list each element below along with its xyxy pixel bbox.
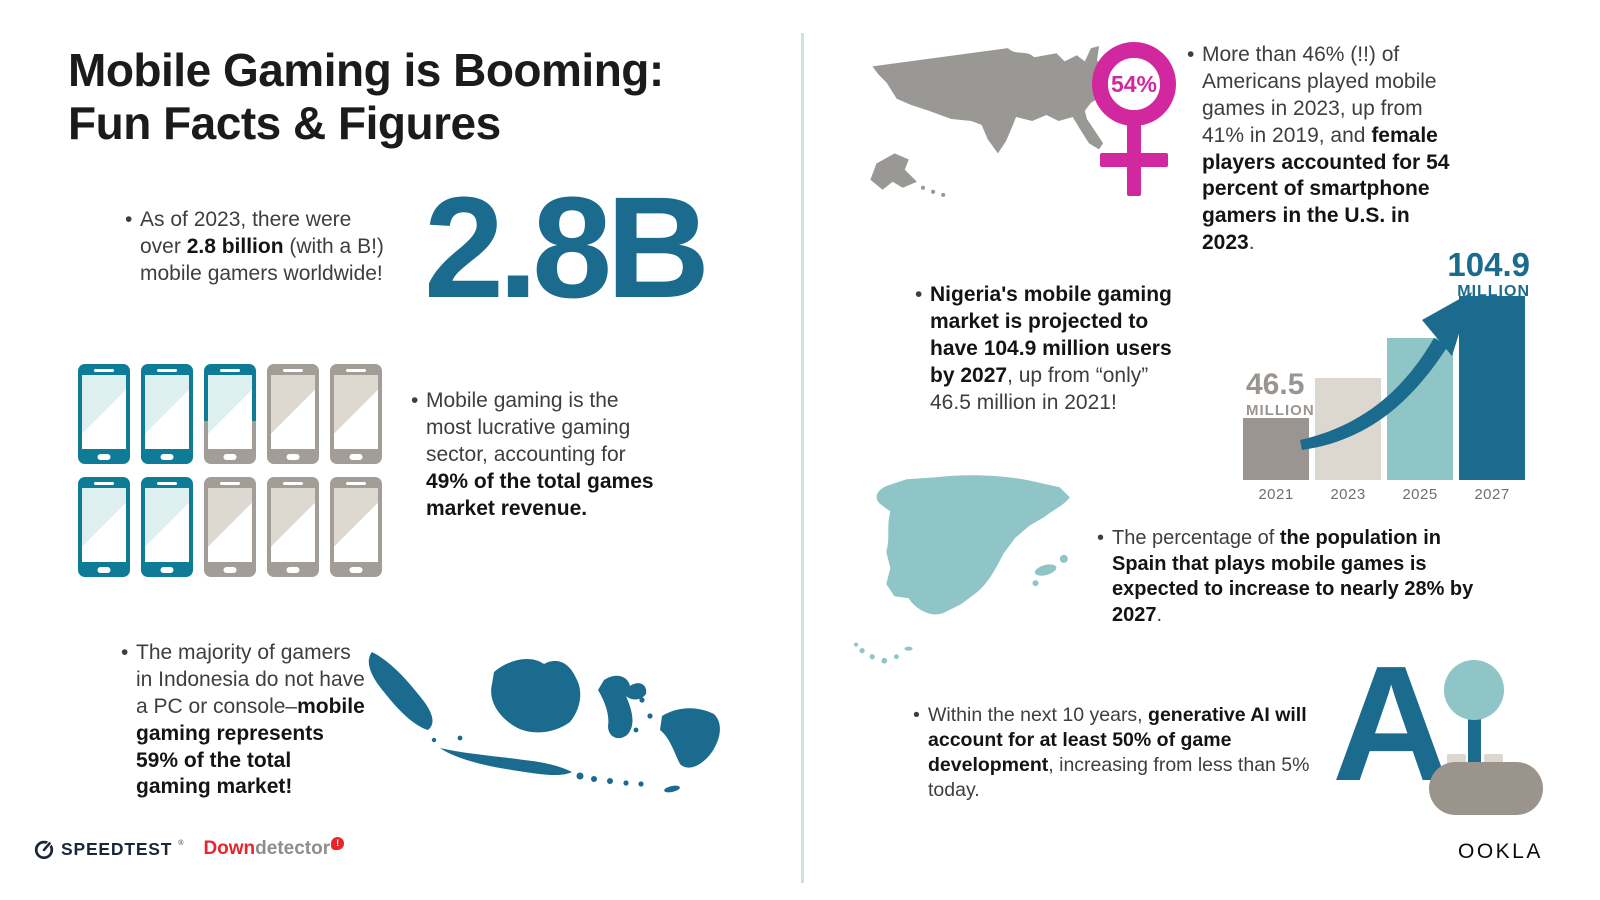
fact-gamers-worldwide: As of 2023, there were over 2.8 billion … — [124, 207, 394, 288]
big-stat-2-8b: 2.8B — [424, 167, 710, 328]
phone-speaker — [220, 369, 240, 372]
female-symbol-icon: 54% — [1092, 42, 1176, 196]
downdetector-wordmark-down: Down — [203, 838, 256, 859]
phone-icon — [330, 364, 382, 464]
phone-screen — [145, 375, 189, 449]
spain-map — [854, 475, 1070, 664]
downdetector-logo: Downdetector! — [203, 837, 345, 860]
joystick-base-icon — [1429, 762, 1543, 815]
phone-homebtn — [160, 567, 174, 573]
phone-homebtn — [97, 567, 111, 573]
joystick-ball-icon — [1444, 660, 1504, 720]
growth-arrow-icon — [1300, 292, 1472, 450]
phone-screen — [208, 488, 252, 562]
phone-icon — [141, 477, 193, 577]
chart-end-value: 104.9 — [1447, 246, 1530, 283]
chart-start-unit: MILLION — [1246, 402, 1315, 419]
phone-screen — [208, 375, 252, 449]
phone-screen — [271, 488, 315, 562]
chart-start-label: 46.5 MILLION — [1246, 368, 1315, 419]
phone-speaker — [94, 482, 114, 485]
phone-homebtn — [286, 567, 300, 573]
indonesia-map — [368, 652, 720, 793]
phone-homebtn — [223, 454, 237, 460]
page-title-line1: Mobile Gaming is Booming: — [68, 44, 664, 96]
phone-speaker — [94, 369, 114, 372]
phone-speaker — [220, 482, 240, 485]
phone-speaker — [157, 369, 177, 372]
footer-logos: SPEEDTEST ® Downdetector! — [33, 837, 345, 860]
phone-icon — [78, 364, 130, 464]
page-title: Mobile Gaming is Booming: Fun Facts & Fi… — [68, 44, 664, 151]
phone-homebtn — [97, 454, 111, 460]
phone-icon — [204, 477, 256, 577]
chart-axis-label: 2021 — [1258, 486, 1294, 503]
phone-screen — [334, 488, 378, 562]
phone-homebtn — [223, 567, 237, 573]
phone-screen — [334, 375, 378, 449]
downdetector-alert-icon: ! — [331, 837, 345, 850]
chart-end-label: 104.9 MILLION — [1380, 248, 1530, 300]
fact-generative-ai: Within the next 10 years, generative AI … — [912, 703, 1326, 803]
phone-icon — [204, 364, 256, 464]
phone-screen — [82, 488, 126, 562]
ai-graphic: A — [1332, 633, 1550, 818]
phone-grid — [78, 364, 382, 577]
chart-bar-2021 — [1243, 418, 1309, 480]
chart-bar-group: 2027 — [1459, 296, 1525, 503]
phone-icon — [267, 364, 319, 464]
phone-screen — [271, 375, 315, 449]
phone-icon — [267, 477, 319, 577]
joystick-button — [1484, 754, 1503, 765]
phone-speaker — [283, 482, 303, 485]
chart-bar-2027 — [1459, 296, 1525, 480]
chart-axis-label: 2027 — [1474, 486, 1510, 503]
phone-speaker — [157, 482, 177, 485]
fact-lucrative-sector: Mobile gaming is the most lucrative gami… — [410, 388, 664, 522]
divider — [801, 33, 804, 883]
phone-speaker — [346, 369, 366, 372]
downdetector-wordmark-detector: detector — [255, 838, 331, 859]
chart-axis-label: 2023 — [1330, 486, 1366, 503]
chart-start-value: 46.5 — [1246, 368, 1305, 401]
fact-indonesia: The majority of gamers in Indonesia do n… — [120, 640, 370, 801]
phone-icon — [141, 364, 193, 464]
chart-bar-group: 2021 — [1243, 296, 1309, 503]
fact-nigeria: Nigeria's mobile gaming market is projec… — [914, 282, 1174, 416]
phone-homebtn — [160, 454, 174, 460]
phone-icon — [330, 477, 382, 577]
page-title-line2: Fun Facts & Figures — [68, 97, 501, 150]
fact-spain: The percentage of the population in Spai… — [1096, 526, 1482, 628]
phone-homebtn — [349, 454, 363, 460]
fact-us-players: More than 46% (!!) of Americans played m… — [1186, 42, 1462, 257]
chart-end-unit: MILLION — [1457, 283, 1530, 300]
ookla-logo: OOKLA — [1458, 840, 1543, 863]
phone-speaker — [346, 482, 366, 485]
joystick-button — [1447, 754, 1466, 765]
registered-mark: ® — [178, 839, 184, 847]
us-map — [870, 46, 1108, 197]
phone-homebtn — [349, 567, 363, 573]
chart-axis-label: 2025 — [1402, 486, 1438, 503]
chart-bars: 2021 2023 2025 2027 — [1243, 296, 1525, 503]
speedtest-gauge-icon — [34, 840, 54, 860]
phone-homebtn — [286, 454, 300, 460]
speedtest-wordmark: SPEEDTEST — [61, 838, 173, 859]
phone-icon — [78, 477, 130, 577]
phone-screen — [145, 488, 189, 562]
speedtest-logo: SPEEDTEST ® — [33, 838, 183, 860]
phone-screen — [82, 375, 126, 449]
female-share-badge: 54% — [1111, 71, 1157, 97]
phone-speaker — [283, 369, 303, 372]
